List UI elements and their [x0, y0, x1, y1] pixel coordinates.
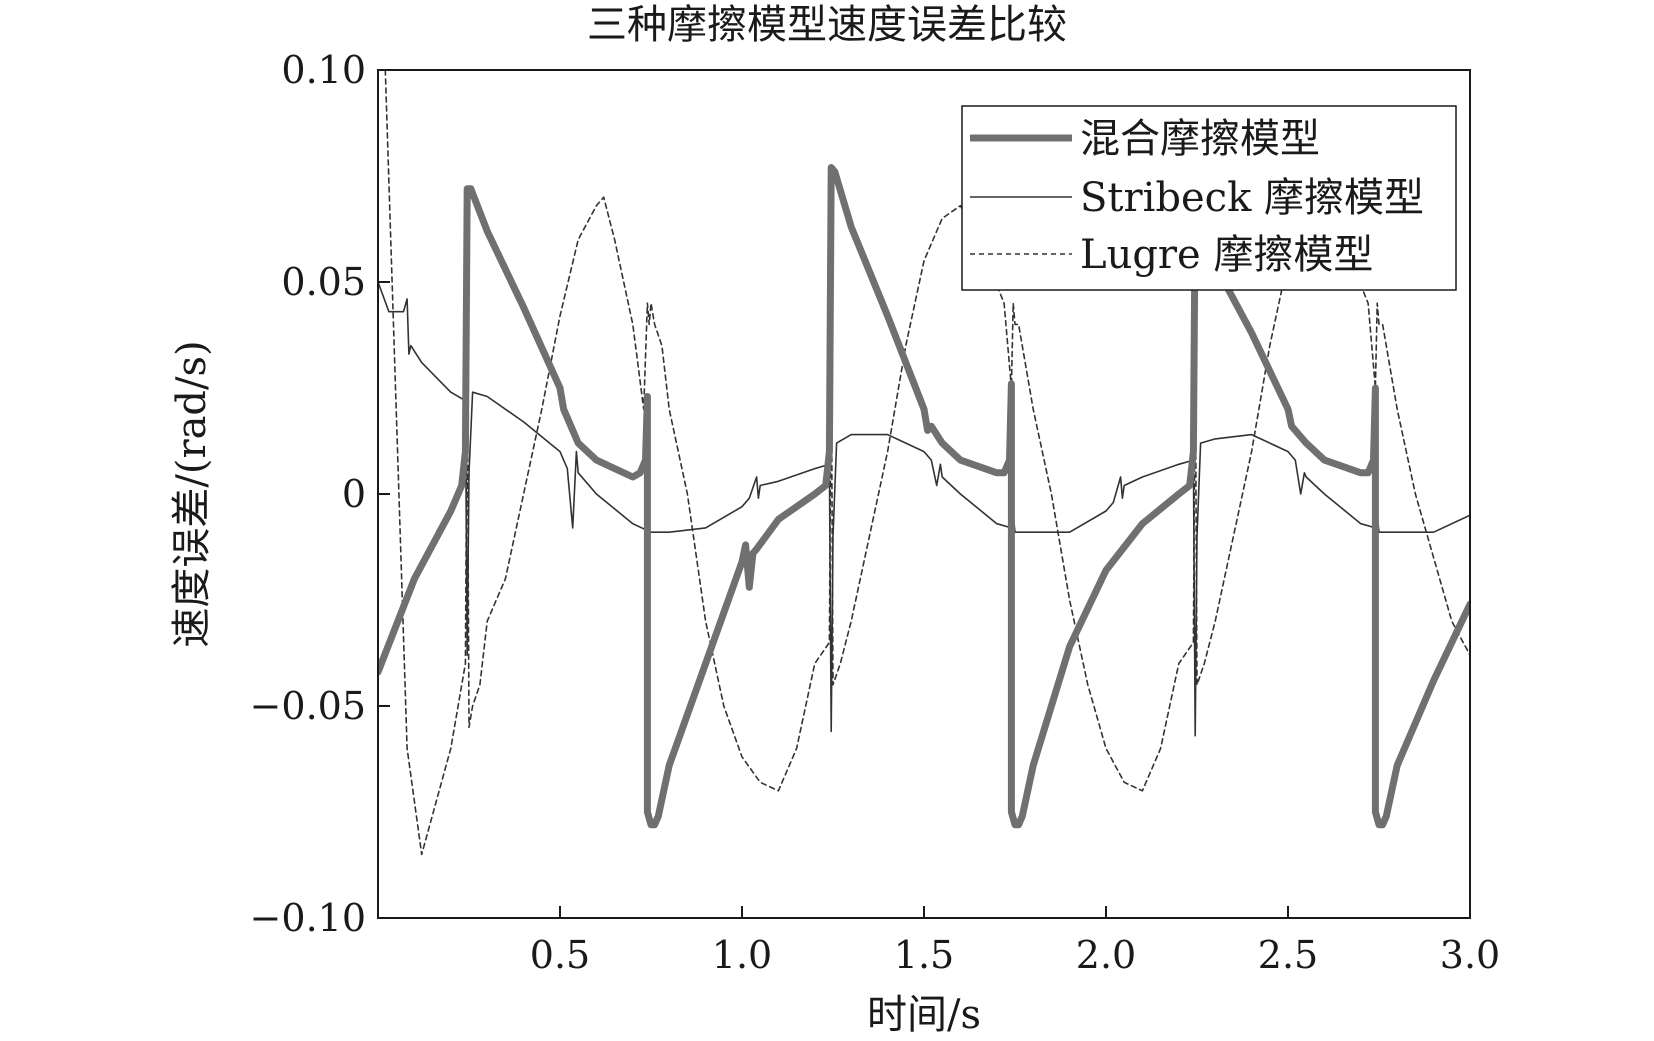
- x-axis: 0.5 1.0 1.5 2.0 2.5 3.0: [530, 906, 1500, 977]
- y-axis: 0.10 0.05 0 −0.05 −0.10: [250, 48, 390, 940]
- x-tick-label: 0.5: [530, 933, 590, 977]
- y-axis-label: 速度误差/(rad/s): [169, 340, 215, 647]
- legend-label-stribeck: Stribeck 摩擦模型: [1080, 175, 1424, 221]
- chart-title: 三种摩擦模型速度误差比较: [587, 2, 1067, 48]
- legend: 混合摩擦模型 Stribeck 摩擦模型 Lugre 摩擦模型: [961, 105, 1457, 291]
- x-tick-label: 2.5: [1258, 933, 1318, 977]
- legend-label-hybrid: 混合摩擦模型: [1080, 116, 1320, 162]
- series-layer: [378, 70, 1470, 856]
- y-tick-label: −0.05: [250, 684, 366, 728]
- y-tick-label: −0.10: [250, 896, 366, 940]
- x-axis-label: 时间/s: [867, 992, 981, 1038]
- legend-label-lugre: Lugre 摩擦模型: [1080, 232, 1373, 278]
- y-tick-label: 0.10: [281, 48, 366, 92]
- series-line-lugre: [384, 70, 1470, 856]
- x-tick-label: 1.0: [712, 933, 772, 977]
- series-line-stribeck: [378, 281, 1470, 737]
- x-tick-label: 3.0: [1440, 933, 1500, 977]
- x-tick-label: 2.0: [1076, 933, 1136, 977]
- y-tick-label: 0.05: [281, 260, 366, 304]
- y-tick-label: 0: [342, 472, 366, 516]
- series-line-hybrid: [378, 164, 1470, 829]
- x-tick-label: 1.5: [894, 933, 954, 977]
